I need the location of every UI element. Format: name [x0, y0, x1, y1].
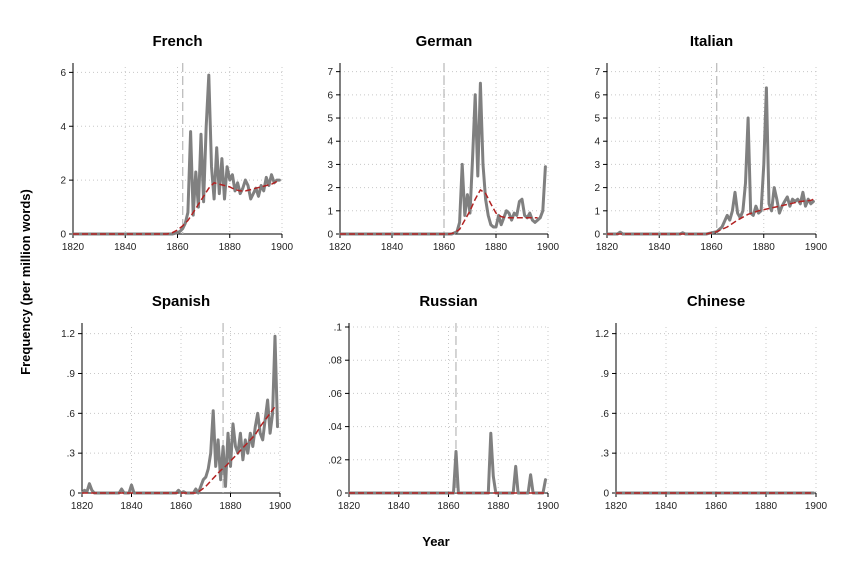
y-tick-label: .02 [328, 455, 342, 466]
y-tick-label: 0 [336, 489, 342, 500]
panel-french: French 1820 1840 1860 1880 1900 0 2 4 6 [60, 33, 293, 253]
panel-chinese: Chinese 1820 1840 1860 1880 1900 0 .3 .6 .9 1.2 [595, 293, 827, 512]
x-tick-label: 1880 [485, 242, 508, 253]
y-tick-label: 1 [327, 206, 333, 217]
frequency-line [80, 334, 279, 495]
x-tick-label: 1840 [655, 501, 678, 512]
frequency-line [605, 86, 815, 236]
y-tick-label: 7 [327, 67, 333, 78]
y-tick-label: 0 [69, 489, 75, 500]
x-tick-label: 1880 [487, 501, 510, 512]
y-tick-label: .3 [67, 449, 76, 460]
x-axis-title: Year [422, 534, 449, 549]
y-tick-label: 6 [327, 90, 333, 101]
x-tick-label: 1860 [433, 242, 456, 253]
x-tick-label: 1900 [537, 242, 560, 253]
x-tick-label: 1860 [705, 501, 728, 512]
x-tick-label: 1820 [605, 501, 628, 512]
panel-russian: Russian 1820 1840 1860 1880 1900 0 .02 .04 .06 .08… [328, 293, 559, 512]
y-tick-label: 3 [327, 160, 333, 171]
x-tick-label: 1900 [537, 501, 560, 512]
y-tick-label: 0 [603, 489, 609, 500]
y-tick-label: 1.2 [61, 329, 75, 340]
y-tick-label: 0 [594, 230, 600, 241]
y-tick-label: 4 [60, 122, 66, 133]
x-tick-label: 1900 [805, 501, 828, 512]
x-tick-label: 1820 [62, 242, 85, 253]
frequency-line [338, 81, 547, 236]
y-tick-label: 1.2 [595, 329, 609, 340]
y-tick-label: 0 [327, 230, 333, 241]
x-tick-label: 1820 [338, 501, 361, 512]
trend-line [607, 198, 814, 235]
frequency-line [71, 73, 281, 236]
panel-german: German 1820 1840 1860 1880 1900 0 1 2 3 4 5 6 7 [327, 33, 559, 253]
x-tick-label: 1880 [219, 242, 242, 253]
x-tick-label: 1860 [170, 501, 193, 512]
x-tick-label: 1820 [329, 242, 352, 253]
y-tick-label: .6 [601, 409, 610, 420]
panel-spanish: Spanish 1820 1840 1860 1880 1900 0 .3 .6 .9 1.2 [61, 293, 291, 512]
y-tick-label: 2 [327, 183, 333, 194]
panel-italian: Italian 1820 1840 1860 1880 1900 0 1 2 3 4 5 6 7 [594, 33, 827, 253]
panel-title-spanish: Spanish [152, 293, 210, 310]
x-tick-label: 1840 [114, 242, 137, 253]
y-tick-label: .1 [334, 323, 343, 334]
y-tick-label: 7 [594, 67, 600, 78]
y-tick-label: 3 [594, 160, 600, 171]
trend-line [73, 179, 280, 235]
y-tick-label: 1 [594, 206, 600, 217]
frequency-line [347, 431, 547, 495]
panel-title-chinese: Chinese [687, 293, 745, 310]
x-tick-label: 1860 [166, 242, 189, 253]
x-tick-label: 1840 [120, 501, 143, 512]
y-axis-title: Frequency (per million words) [18, 189, 33, 375]
x-tick-label: 1820 [71, 501, 94, 512]
y-tick-label: .06 [328, 389, 342, 400]
y-tick-label: 6 [60, 68, 66, 79]
panel-title-russian: Russian [419, 293, 477, 310]
y-tick-label: .9 [601, 369, 610, 380]
x-tick-label: 1860 [437, 501, 460, 512]
x-tick-label: 1880 [755, 501, 778, 512]
x-tick-label: 1880 [219, 501, 242, 512]
y-tick-label: .08 [328, 356, 342, 367]
panel-title-german: German [416, 33, 473, 50]
x-tick-label: 1840 [381, 242, 404, 253]
y-tick-label: 0 [60, 230, 66, 241]
x-tick-label: 1900 [805, 242, 828, 253]
y-tick-label: 2 [60, 176, 66, 187]
x-tick-label: 1880 [753, 242, 776, 253]
y-tick-label: 5 [594, 114, 600, 125]
x-tick-label: 1840 [648, 242, 671, 253]
x-tick-label: 1900 [269, 501, 292, 512]
x-tick-label: 1860 [700, 242, 723, 253]
y-tick-label: 4 [327, 137, 333, 148]
trend-line [340, 189, 538, 235]
x-tick-label: 1900 [271, 242, 294, 253]
panel-title-italian: Italian [690, 33, 733, 50]
y-tick-label: 4 [594, 137, 600, 148]
y-tick-label: 2 [594, 183, 600, 194]
panel-title-french: French [152, 33, 202, 50]
y-tick-label: .6 [67, 409, 76, 420]
x-tick-label: 1820 [596, 242, 619, 253]
y-tick-label: 5 [327, 114, 333, 125]
panels: French 1820 1840 1860 1880 1900 0 2 4 6 German 1820… [60, 33, 827, 512]
trend-line [82, 406, 276, 494]
y-tick-label: 6 [594, 90, 600, 101]
y-tick-label: .3 [601, 449, 610, 460]
y-tick-label: .04 [328, 422, 342, 433]
y-tick-label: .9 [67, 369, 76, 380]
x-tick-label: 1840 [388, 501, 411, 512]
